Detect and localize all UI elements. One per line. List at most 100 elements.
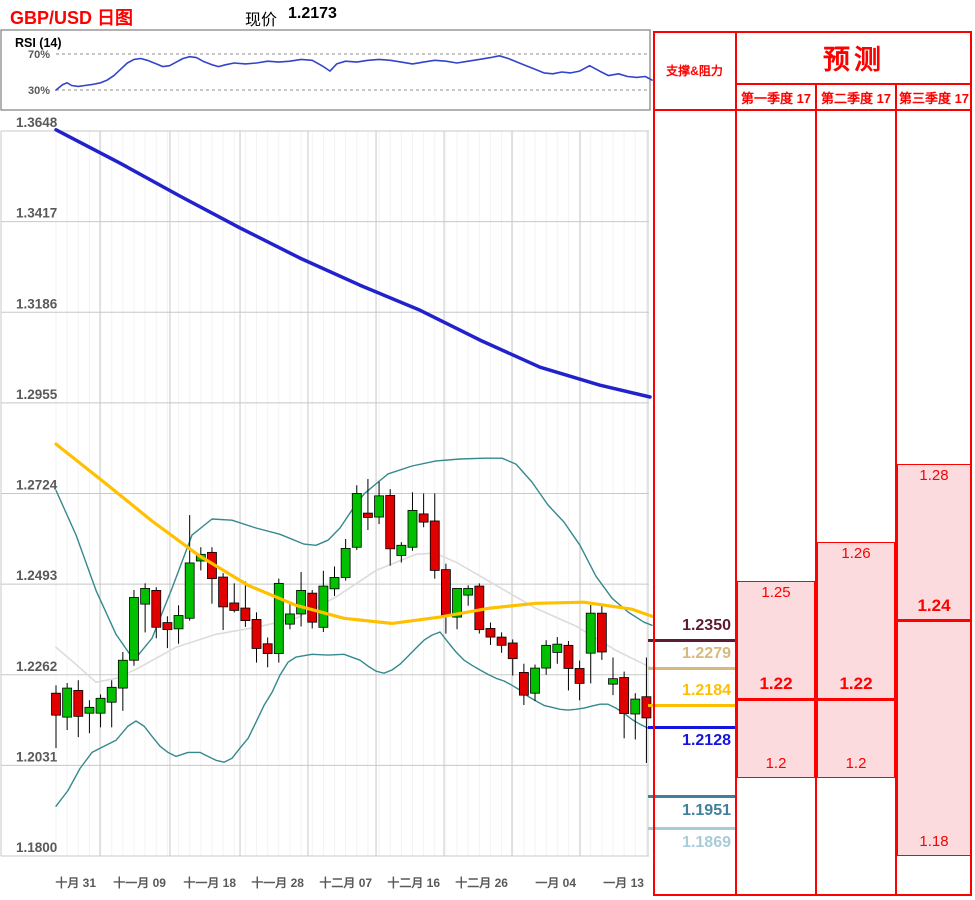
current-price-value: 1.2173: [288, 5, 337, 22]
sr-level-label-1.2350: 1.2350: [682, 617, 731, 635]
candle-body-up: [630, 698, 641, 715]
candle-body-up: [585, 612, 596, 654]
sr-level-line-1.2279: [648, 666, 735, 670]
date-tick-label: 十一月 09: [113, 875, 166, 890]
candle-body-down: [151, 590, 162, 628]
price-tick-label: 1.3417: [16, 206, 57, 221]
candle-body-up: [62, 687, 73, 718]
date-tick-label: 十一月 28: [251, 875, 304, 890]
price-tick-label: 1.2724: [16, 477, 58, 492]
forecast-high-label-q2: 1.26: [841, 545, 871, 563]
forecast-column-header-q1: 第一季度 17: [736, 84, 816, 110]
candle-body-down: [596, 612, 607, 653]
date-tick-label: 十二月 07: [319, 875, 372, 890]
date-tick-label: 十二月 26: [455, 875, 508, 890]
candle-body-up: [374, 495, 384, 518]
rsi-lower-tick-label: 30%: [28, 85, 50, 97]
candle-body-up: [463, 588, 474, 596]
forecast-pivot-label-q2: 1.22: [839, 674, 873, 694]
date-tick-label: 十二月 16: [387, 875, 440, 890]
candle-body-down: [641, 696, 652, 719]
forecast-pivot-label-q3: 1.24: [917, 595, 951, 615]
forecast-range-band-q3: [897, 463, 971, 856]
candle-body-down: [51, 692, 61, 716]
candle-body-up: [452, 588, 462, 618]
candle-body-up: [273, 582, 284, 654]
forecast-pivot-line-q3: [897, 619, 971, 623]
sr-level-line-1.2350: [648, 638, 735, 642]
forecast-low-label-q2: 1.2: [845, 754, 867, 772]
candle-body-up: [140, 588, 151, 605]
candle-body-up: [530, 667, 540, 694]
candle-body-down: [518, 671, 529, 696]
candle-body-up: [184, 562, 195, 619]
sr-level-label-1.2128: 1.2128: [682, 732, 731, 750]
date-tick-label: 一月 13: [603, 876, 644, 890]
candle-body-down: [73, 690, 84, 717]
price-tick-label: 1.2031: [16, 749, 58, 764]
candle-body-up: [541, 644, 552, 669]
candle-body-down: [363, 512, 373, 518]
candle-body-down: [162, 622, 173, 631]
candle-body-up: [285, 613, 295, 625]
sr-level-line-1.1951: [648, 795, 735, 799]
candle-body-up: [95, 697, 106, 714]
sr-level-line-1.2184: [648, 703, 735, 707]
candle-body-down: [418, 513, 429, 523]
candle-body-down: [262, 643, 273, 654]
candle-body-up: [173, 615, 184, 630]
candle-body-up: [351, 493, 362, 548]
rsi-panel-border: [0, 29, 651, 111]
candle-body-down: [429, 520, 440, 571]
candle-body-down: [385, 495, 396, 550]
candle-body-down: [507, 642, 518, 660]
forecast-range-band-q1: [737, 581, 815, 778]
sma-yellow-line: [54, 442, 654, 626]
support-resistance-body: [653, 110, 736, 896]
support-resistance-header: 支撑&阻力: [653, 31, 736, 110]
candle-body-up: [407, 509, 418, 548]
candle-body-down: [485, 628, 496, 638]
candle-body-down: [496, 636, 507, 646]
date-tick-label: 一月 04: [535, 876, 576, 890]
candle-body-down: [240, 607, 251, 622]
chart-header: GBP/USD 日图 现价 1.2173: [0, 0, 660, 30]
price-tick-label: 1.3648: [16, 115, 58, 130]
rsi-line: [55, 54, 653, 91]
candle-body-up: [396, 544, 407, 556]
sr-level-label-1.2184: 1.2184: [682, 682, 731, 700]
forecast-range-band-q2: [817, 542, 895, 778]
chart-title: GBP/USD 日图: [10, 8, 134, 28]
sr-level-label-1.1951: 1.1951: [682, 801, 731, 819]
rsi-upper-tick-label: 70%: [28, 49, 50, 61]
candle-body-up: [129, 597, 139, 661]
candle-body-up: [608, 678, 618, 685]
candle-body-down: [574, 668, 585, 684]
candle-body-up: [84, 706, 95, 714]
candle-body-up: [117, 659, 128, 689]
sr-level-line-1.1869: [648, 827, 735, 831]
rsi-label: RSI (14): [15, 36, 62, 50]
forecast-pivot-line-q2: [817, 697, 895, 701]
sr-level-line-1.2128: [648, 725, 735, 729]
sr-level-label-1.2279: 1.2279: [682, 645, 731, 663]
price-tick-label: 1.2493: [16, 568, 58, 583]
candle-body-down: [218, 576, 229, 608]
sma-blue-line: [54, 128, 652, 399]
forecast-column-body-q1: [736, 110, 816, 896]
forecast-pivot-line-q1: [737, 697, 815, 701]
sma-20-line: [55, 552, 653, 684]
price-tick-label: 1.2955: [16, 387, 58, 402]
forecast-title: 预测: [736, 31, 972, 84]
forecast-column-body-q2: [816, 110, 896, 896]
date-tick-label: 十一月 18: [183, 875, 236, 890]
candle-body-up: [296, 590, 306, 615]
forecast-column-header-q2: 第二季度 17: [816, 84, 896, 110]
candle-body-up: [106, 686, 117, 703]
forecast-column-header-q3: 第三季度 17: [896, 84, 972, 110]
forecast-pivot-label-q1: 1.22: [759, 674, 793, 694]
candle-body-up: [318, 585, 329, 628]
